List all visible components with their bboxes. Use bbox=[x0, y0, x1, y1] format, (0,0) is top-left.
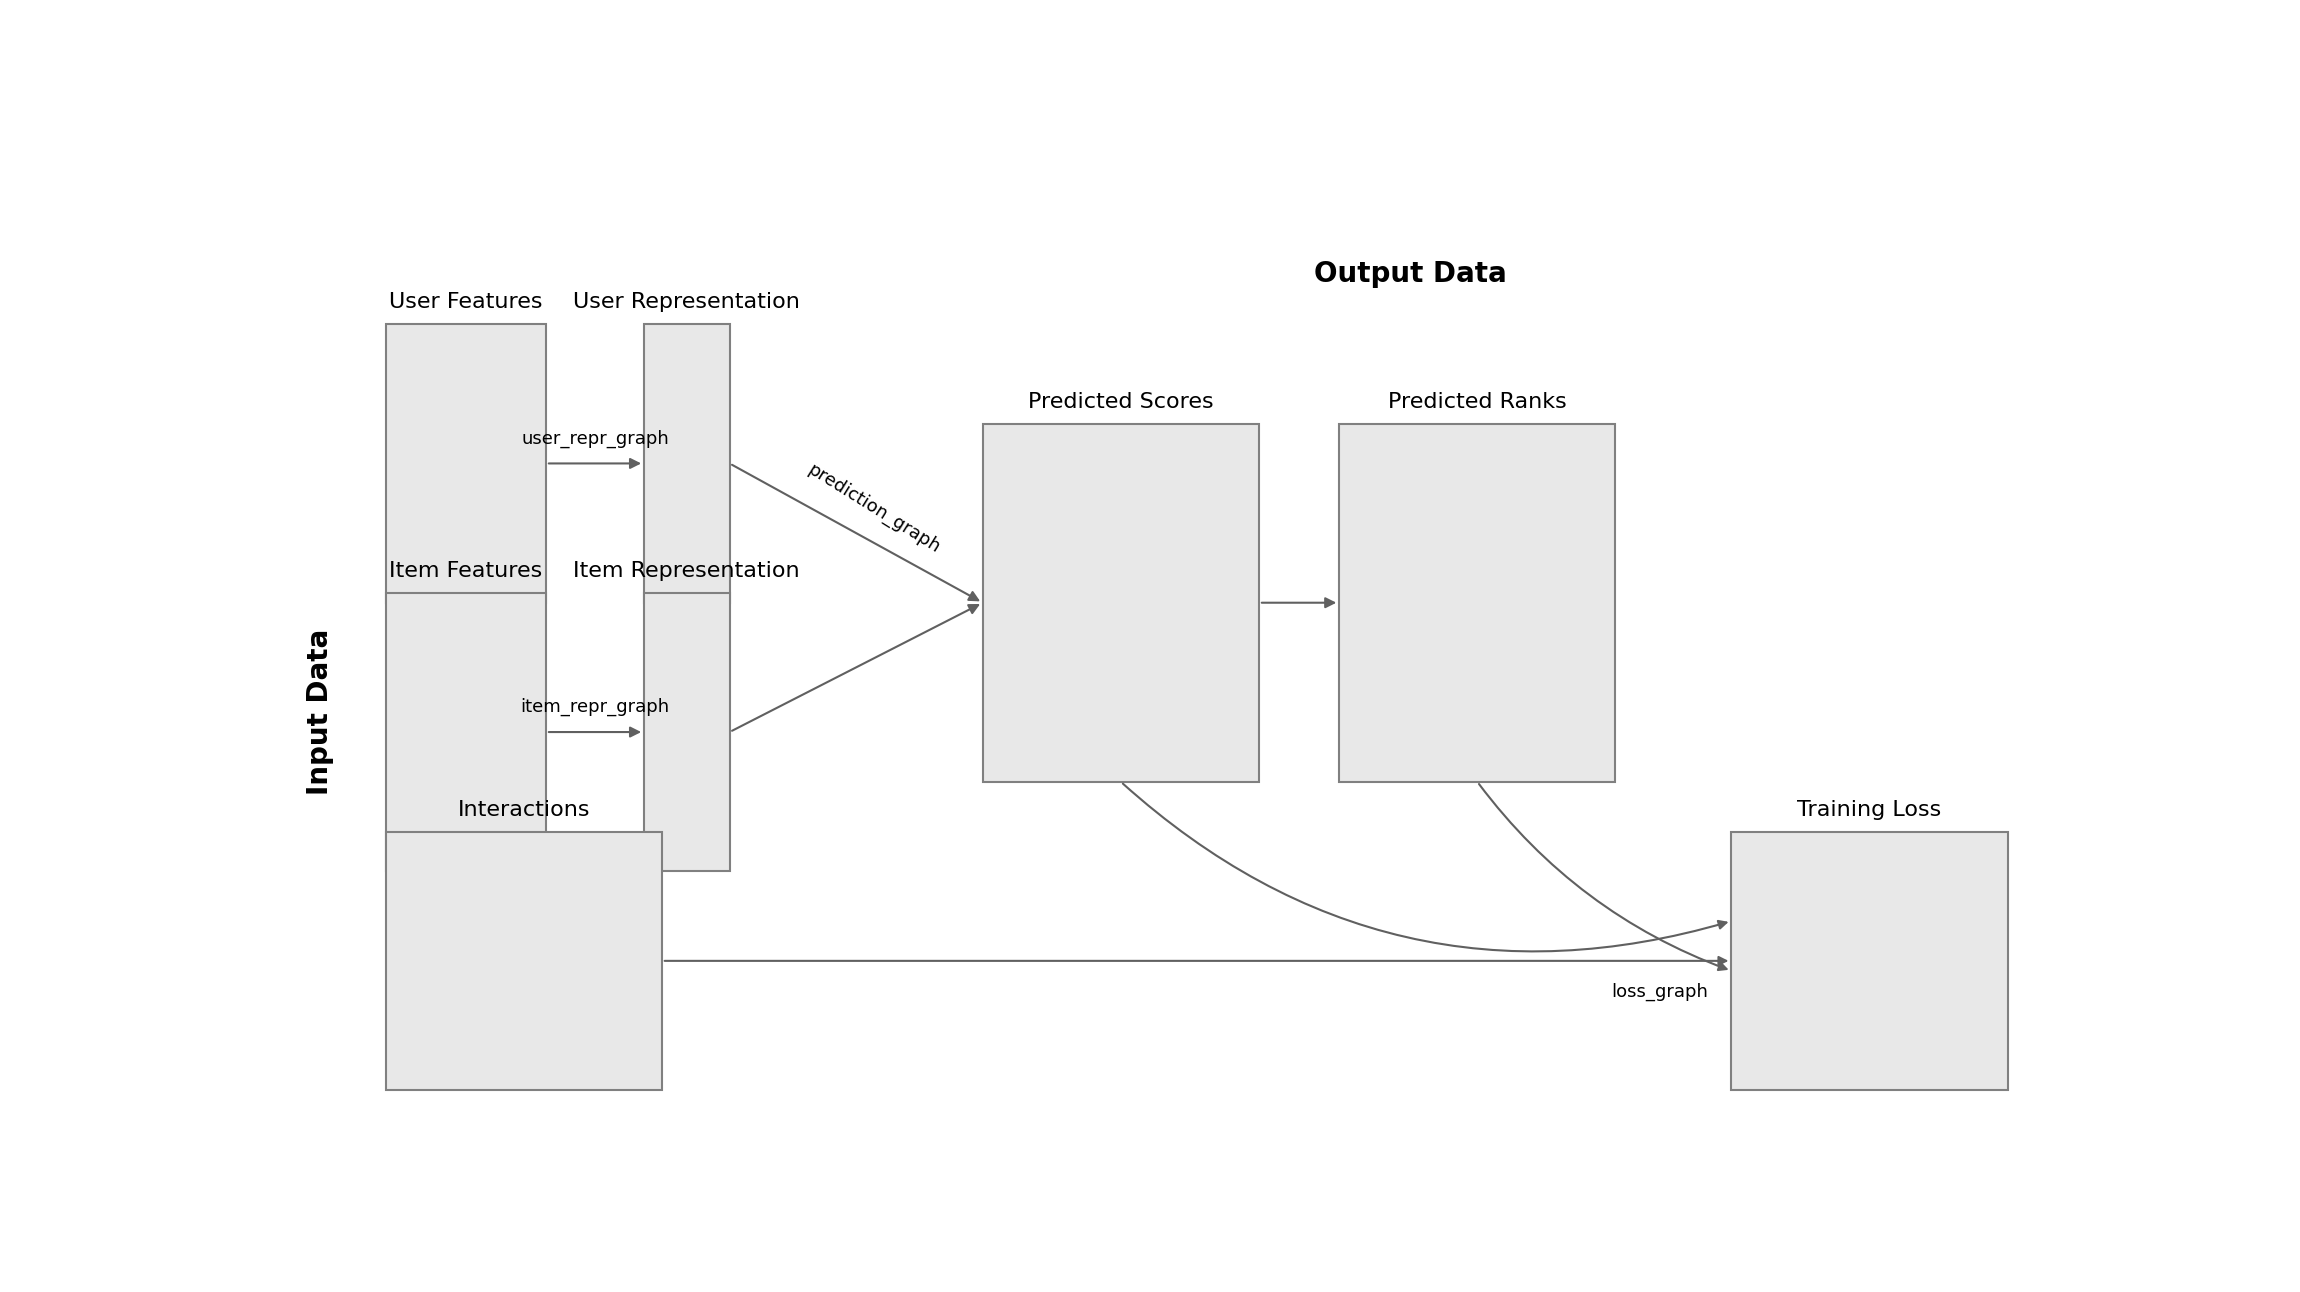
Text: Interactions: Interactions bbox=[458, 800, 589, 819]
FancyBboxPatch shape bbox=[644, 593, 729, 871]
Text: prediction_graph: prediction_graph bbox=[805, 460, 943, 557]
Text: User Representation: User Representation bbox=[573, 292, 800, 313]
FancyBboxPatch shape bbox=[1339, 424, 1615, 782]
Text: loss_graph: loss_graph bbox=[1612, 983, 1709, 1001]
Text: Item Features: Item Features bbox=[389, 561, 543, 581]
Text: Output Data: Output Data bbox=[1313, 261, 1506, 288]
Text: Predicted Scores: Predicted Scores bbox=[1028, 391, 1214, 412]
FancyBboxPatch shape bbox=[644, 324, 729, 602]
FancyBboxPatch shape bbox=[386, 832, 662, 1090]
FancyBboxPatch shape bbox=[982, 424, 1258, 782]
Text: Input Data: Input Data bbox=[306, 629, 334, 796]
Text: User Features: User Features bbox=[389, 292, 543, 313]
FancyBboxPatch shape bbox=[386, 324, 545, 602]
Text: Item Representation: Item Representation bbox=[573, 561, 800, 581]
Text: user_repr_graph: user_repr_graph bbox=[522, 429, 669, 448]
Text: item_repr_graph: item_repr_graph bbox=[520, 698, 669, 716]
FancyBboxPatch shape bbox=[1732, 832, 2008, 1090]
Text: Predicted Ranks: Predicted Ranks bbox=[1387, 391, 1566, 412]
FancyBboxPatch shape bbox=[386, 593, 545, 871]
Text: Training Loss: Training Loss bbox=[1796, 800, 1941, 819]
